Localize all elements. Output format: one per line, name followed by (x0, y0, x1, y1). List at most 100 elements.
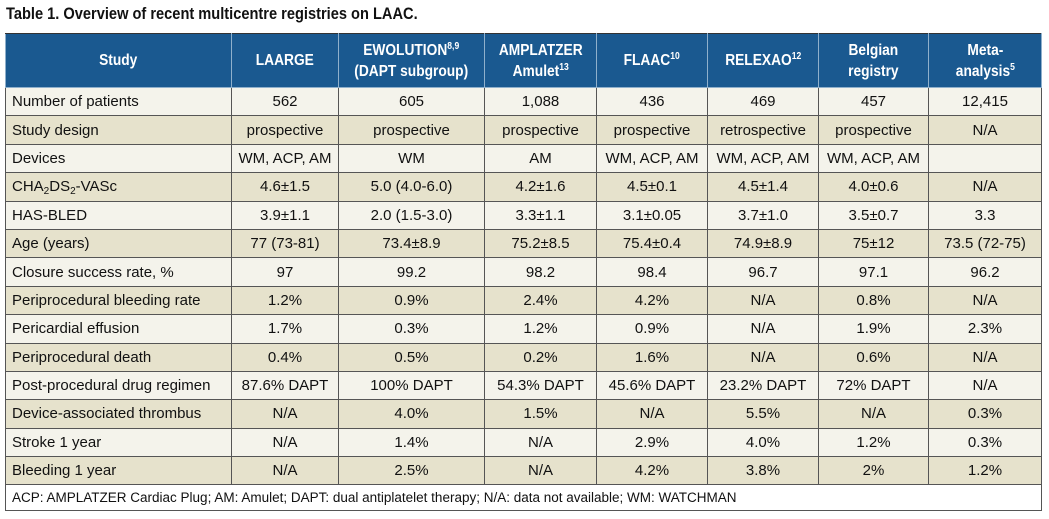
table-cell: 3.8% (707, 456, 819, 486)
table-cell: 87.6% DAPT (231, 370, 339, 401)
table-cell: 4.5±0.1 (596, 172, 708, 202)
table-cell (928, 143, 1042, 174)
table-cell: 3.3±1.1 (484, 200, 597, 230)
table-cell: 5.0 (4.0-6.0) (338, 172, 485, 202)
table-cell: 4.2% (596, 285, 708, 316)
row-label: Age (years) (5, 228, 232, 259)
table-cell: 97.1 (818, 257, 929, 287)
table-cell: 45.6% DAPT (596, 370, 708, 401)
column-header-line: analysis (955, 62, 1010, 80)
table-cell: 5.5% (707, 399, 819, 429)
table-cell: 4.0% (707, 427, 819, 458)
table-cell: N/A (928, 370, 1042, 401)
row-label: Periprocedural death (5, 342, 232, 372)
row-label: HAS-BLED (5, 200, 232, 230)
table-cell: 97 (231, 257, 339, 287)
table-cell: prospective (231, 115, 339, 145)
table-cell: 99.2 (338, 257, 485, 287)
column-header: FLAAC10 (596, 33, 708, 88)
table-cell: N/A (707, 285, 819, 316)
table-cell: N/A (928, 285, 1042, 316)
table-cell: 3.9±1.1 (231, 200, 339, 230)
footnote-row: ACP: AMPLATZER Cardiac Plug; AM: Amulet;… (5, 484, 1042, 512)
table-cell: 73.4±8.9 (338, 228, 485, 259)
table-cell: 2.4% (484, 285, 597, 316)
table-row: Devices WM, ACP, AM WM AM WM, ACP, AM WM, ACP… (5, 143, 1042, 174)
table-row: Stroke 1 year N/A 1.4% N/A 2.9% 4.0% 1.2% 0.3% (5, 427, 1042, 458)
table-cell: 72% DAPT (818, 370, 929, 401)
table-cell: N/A (484, 456, 597, 486)
table-cell: retrospective (707, 115, 819, 145)
table-cell: 54.3% DAPT (484, 370, 597, 401)
table-cell: N/A (231, 427, 339, 458)
table-row: Device-associated thrombus N/A 4.0% 1.5% N/A… (5, 399, 1042, 429)
table-cell: 4.0±0.6 (818, 172, 929, 202)
table-cell: 605 (338, 86, 485, 117)
table-row: Closure success rate, % 97 99.2 98.2 98.4 96.… (5, 257, 1042, 287)
column-header-line: RELEXAO (724, 52, 792, 69)
table-cell: 4.6±1.5 (231, 172, 339, 202)
table-cell: 1.9% (818, 314, 929, 344)
column-header-line: Study (99, 52, 138, 69)
table-cell: prospective (818, 115, 929, 145)
table-cell: 4.2±1.6 (484, 172, 597, 202)
table-cell: 4.5±1.4 (707, 172, 819, 202)
column-header-line: registry (848, 62, 899, 80)
column-header: Meta-analysis5 (928, 33, 1042, 88)
table-cell: 3.7±1.0 (707, 200, 819, 230)
table-title: Table 1. Overview of recent multicentre … (6, 4, 418, 23)
table-cell: prospective (338, 115, 485, 145)
table-cell: 457 (818, 86, 929, 117)
table-row: Pericardial effusion 1.7% 0.3% 1.2% 0.9% N/A 1… (5, 314, 1042, 344)
row-label: Bleeding 1 year (5, 456, 232, 486)
table-cell: N/A (231, 399, 339, 429)
column-header-line: FLAAC (623, 52, 671, 69)
table-cell: 3.5±0.7 (818, 200, 929, 230)
column-header-line: Meta- (967, 41, 1003, 59)
column-header-line: Amulet (512, 62, 560, 80)
column-header: Belgian registry (818, 33, 929, 88)
row-label-part: DS (49, 178, 71, 196)
column-header: AMPLATZER Amulet13 (484, 33, 597, 88)
reference-superscript: 5 (1009, 61, 1015, 73)
row-label-part: 2 (70, 186, 76, 198)
table-row: CHA2DS2-VASc 4.6±1.5 5.0 (4.0-6.0) 4.2±1.6 4… (5, 172, 1042, 202)
table-cell: N/A (928, 342, 1042, 372)
table-cell: 12,415 (928, 86, 1042, 117)
table-cell: WM (338, 143, 485, 174)
table-cell: N/A (707, 314, 819, 344)
reference-superscript: 8,9 (447, 40, 460, 52)
table-cell: 77 (73-81) (231, 228, 339, 259)
table-cell: 75±12 (818, 228, 929, 259)
table-cell: 100% DAPT (338, 370, 485, 401)
table-cell: 0.3% (928, 427, 1042, 458)
column-header: Study (5, 33, 232, 88)
table-cell: 96.2 (928, 257, 1042, 287)
table-cell: 0.2% (484, 342, 597, 372)
row-label-part: 2 (43, 186, 50, 198)
table-cell: WM, ACP, AM (818, 143, 929, 174)
table-cell: WM, ACP, AM (707, 143, 819, 174)
table-cell: WM, ACP, AM (231, 143, 339, 174)
table-cell: N/A (928, 115, 1042, 145)
table-row: Number of patients 562 605 1,088 436 469 457 12… (5, 86, 1042, 117)
table-cell: 74.9±8.9 (707, 228, 819, 259)
column-header-text: Meta-analysis5 (955, 40, 1014, 82)
table-cell: 2.3% (928, 314, 1042, 344)
table-cell: 1.5% (484, 399, 597, 429)
table-cell: 0.4% (231, 342, 339, 372)
table-cell: prospective (596, 115, 708, 145)
table-cell: 1.2% (484, 314, 597, 344)
table-cell: 1.2% (231, 285, 339, 316)
column-header-line: EWOLUTION (363, 41, 448, 59)
table-cell: 23.2% DAPT (707, 370, 819, 401)
column-header-text: FLAAC10 (624, 50, 680, 71)
table-cell: 73.5 (72-75) (928, 228, 1042, 259)
table-cell: 469 (707, 86, 819, 117)
table-cell: 4.2% (596, 456, 708, 486)
column-header: RELEXAO12 (707, 33, 819, 88)
table-cell: 0.9% (338, 285, 485, 316)
row-label-part: -VASc (75, 178, 118, 196)
column-header-text: RELEXAO12 (725, 50, 801, 71)
row-label: Stroke 1 year (5, 427, 232, 458)
